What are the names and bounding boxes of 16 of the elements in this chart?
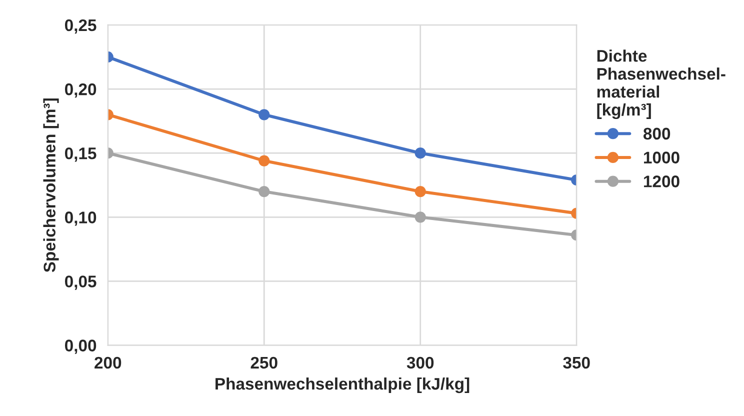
y-axis-title: Speichervolumen [m³] <box>43 98 59 272</box>
y-tick-label: 0,10 <box>64 212 96 226</box>
x-tick-label: 250 <box>250 356 278 369</box>
legend-title: Dichte Phasenwechsel- material [kg/m³] <box>597 50 726 120</box>
y-tick-label: 0,00 <box>64 340 96 354</box>
legend-label: 800 <box>643 128 670 140</box>
y-tick-label: 0,25 <box>64 19 96 34</box>
legend-label: 1000 <box>644 152 680 164</box>
x-tick-label: 350 <box>563 356 590 369</box>
x-axis-title: Phasenwechselenthalpie [kJ/kg] <box>216 377 470 394</box>
x-tick-label: 300 <box>406 356 434 369</box>
y-tick-label: 0,05 <box>64 276 96 290</box>
x-tick-label: 200 <box>94 356 122 369</box>
y-tick-label: 0,15 <box>64 147 96 162</box>
y-tick-label: 0,20 <box>64 83 96 98</box>
legend-label: 1200 <box>644 176 680 188</box>
